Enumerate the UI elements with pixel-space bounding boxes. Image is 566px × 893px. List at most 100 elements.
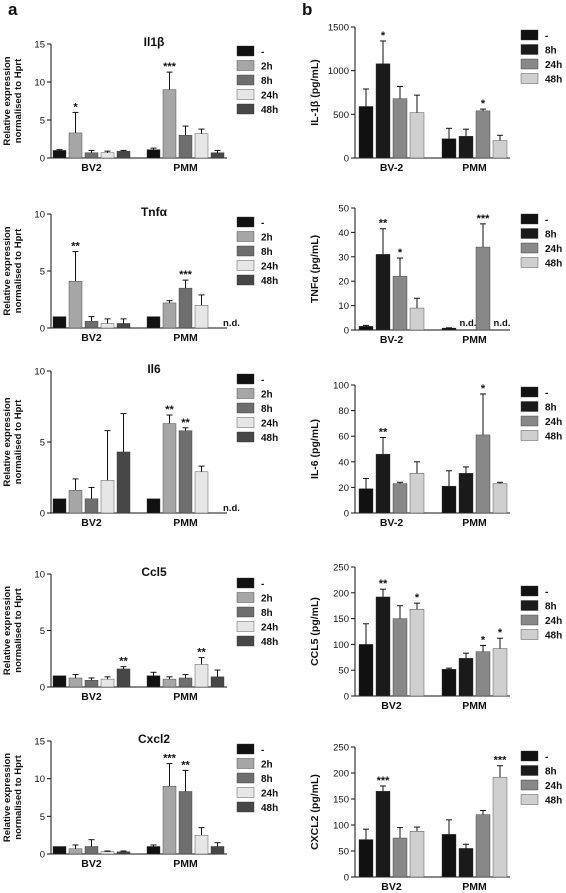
- significance-label: *: [415, 592, 420, 604]
- legend-swatch: [520, 629, 539, 640]
- category-label: PMM: [173, 332, 198, 344]
- y-axis-label: normalised to Hprt: [13, 58, 24, 143]
- category-label: BV-2: [380, 334, 404, 346]
- y-tick-label: 20: [338, 483, 349, 494]
- legend-label: 48h: [545, 75, 562, 86]
- legend-label: -: [545, 587, 548, 598]
- y-tick-label: 0: [40, 683, 45, 694]
- legend-label: 8h: [261, 404, 273, 415]
- legend-swatch: [236, 60, 255, 71]
- significance-label: **: [71, 241, 80, 253]
- legend-swatch: [236, 577, 255, 589]
- legend-swatch: [520, 73, 539, 84]
- bar: [146, 675, 161, 688]
- bar: [194, 471, 209, 514]
- chart-title: Cxcl2: [138, 732, 170, 746]
- y-tick-label: 5: [40, 438, 45, 449]
- y-tick-label: 15: [34, 737, 45, 748]
- bar: [162, 89, 177, 159]
- bar: [210, 846, 225, 855]
- not-detected-label: n.d.: [223, 318, 240, 329]
- bar: [84, 498, 99, 514]
- y-tick-label: 20: [338, 277, 349, 288]
- bar: [68, 281, 83, 329]
- bar: [194, 664, 209, 688]
- legend-label: 24h: [261, 623, 278, 634]
- y-tick-label: 250: [333, 743, 349, 754]
- legend-swatch: [236, 89, 255, 100]
- legend-label: -: [261, 375, 264, 386]
- legend-label: 8h: [545, 767, 557, 778]
- significance-label: **: [197, 647, 206, 659]
- legend-swatch: [520, 779, 539, 791]
- bar: [210, 152, 225, 159]
- bar: [52, 846, 67, 855]
- legend-label: 8h: [545, 602, 557, 613]
- y-tick-label: 0: [344, 692, 349, 703]
- y-tick-label: 0: [40, 154, 45, 165]
- bar: [375, 63, 391, 159]
- legend-swatch: [236, 417, 255, 428]
- bar: [100, 323, 115, 329]
- bar: [52, 150, 67, 159]
- y-axis-label: normalised to Hprt: [13, 587, 24, 672]
- bar: [409, 112, 425, 159]
- category-label: BV-2: [380, 162, 404, 174]
- chart-5: 0 500 1000 1500 IL-1β (pg/mL) * BV-2 * PMM - 8h 24h…: [309, 23, 562, 175]
- chart-1: 0 5 10 Tnfα Relative expression normalised to…: [2, 205, 278, 344]
- category-label: PMM: [173, 691, 198, 703]
- legend-label: 24h: [261, 789, 278, 800]
- panel-label-b: b: [302, 0, 313, 19]
- y-tick-label: 10: [338, 301, 349, 312]
- legend-swatch: [236, 801, 255, 813]
- legend-label: 24h: [545, 60, 562, 71]
- bar: [375, 254, 391, 331]
- bar: [358, 106, 374, 159]
- legend-swatch: [520, 29, 539, 41]
- y-tick-label: 1500: [328, 23, 349, 34]
- legend-swatch: [236, 743, 255, 755]
- legend-swatch: [236, 635, 255, 647]
- legend-label: -: [545, 388, 548, 399]
- legend-swatch: [520, 430, 539, 441]
- bar: [441, 834, 457, 878]
- bar: [84, 846, 99, 855]
- bar: [358, 488, 374, 514]
- bar: [178, 677, 193, 688]
- legend-label: -: [261, 218, 264, 229]
- bar: [441, 138, 457, 159]
- legend-swatch: [236, 103, 255, 115]
- legend-label: 8h: [545, 230, 557, 241]
- y-tick-label: 100: [333, 640, 349, 651]
- legend-swatch: [236, 621, 255, 632]
- y-tick-label: 80: [338, 406, 349, 417]
- bar: [116, 668, 131, 688]
- legend-label: -: [545, 215, 548, 226]
- legend-swatch: [236, 231, 255, 242]
- legend-label: 48h: [261, 276, 278, 287]
- legend-label: 8h: [261, 247, 273, 258]
- y-axis-label: IL-6 (pg/mL): [309, 419, 321, 479]
- legend-label: 24h: [545, 417, 562, 428]
- legend-label: 48h: [545, 259, 562, 270]
- bar: [210, 676, 225, 688]
- significance-label: **: [379, 578, 388, 590]
- legend-swatch: [520, 794, 539, 805]
- significance-label: *: [73, 101, 78, 113]
- bar: [475, 246, 491, 331]
- y-tick-label: 1000: [328, 66, 349, 77]
- bar: [441, 327, 457, 331]
- bar: [162, 678, 177, 688]
- legend-swatch: [520, 750, 539, 762]
- legend-swatch: [236, 260, 255, 271]
- significance-label: **: [379, 218, 388, 230]
- significance-label: **: [181, 417, 190, 429]
- bar: [409, 609, 425, 697]
- y-tick-label: 15: [34, 40, 45, 51]
- bar: [458, 658, 474, 697]
- category-label: PMM: [462, 334, 487, 346]
- significance-label: **: [379, 426, 388, 438]
- significance-label: ***: [377, 775, 391, 787]
- bar: [84, 320, 99, 329]
